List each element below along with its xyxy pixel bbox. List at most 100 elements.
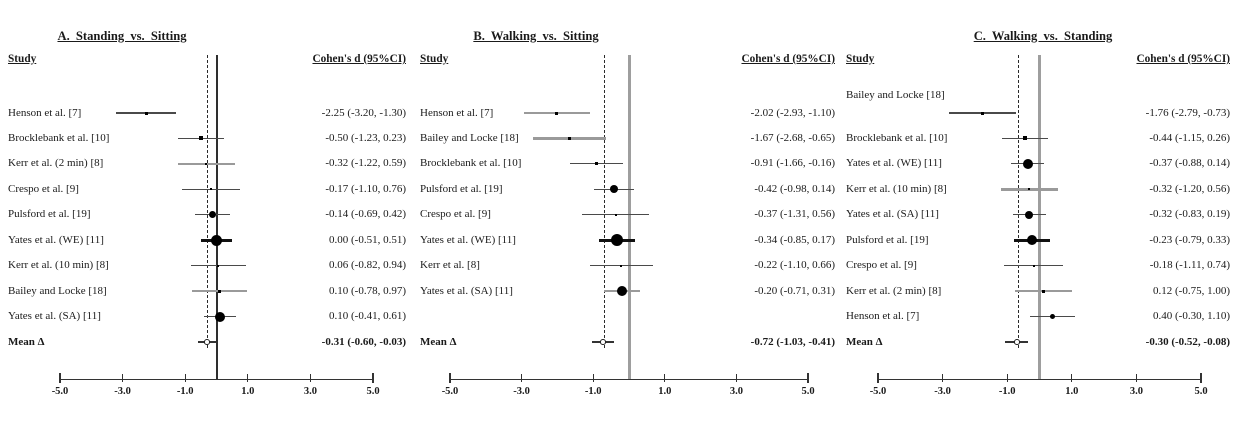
effect-value: -2.25 (-3.20, -1.30) [321,106,406,119]
effect-marker [620,264,623,267]
axis-tick-label: -1.0 [176,386,194,397]
effect-column-header: Cohen's d (95%CI) [312,53,406,65]
axis-tick-label: 5.0 [801,386,815,397]
effect-value: -0.42 (-0.98, 0.14) [754,182,835,195]
zero-line [627,55,631,379]
study-label: Pulsford et al. [19] [846,233,929,246]
effect-value: 0.40 (-0.30, 1.10) [1153,310,1230,323]
panel-title: C. Walking vs. Standing [973,29,1113,43]
study-label: Kerr et al. (10 min) [8] [8,259,109,272]
effect-value: -0.17 (-1.10, 0.76) [325,182,406,195]
effect-marker [214,311,225,322]
axis-tick-label: -5.0 [51,386,69,397]
effect-marker [198,136,203,141]
axis-tick [664,374,666,383]
study-label: Yates et al. (WE) [11] [420,233,516,246]
effect-value: -0.50 (-1.23, 0.23) [325,131,406,144]
study-label: Yates et al. (SA) [11] [8,310,101,323]
study-label: Bailey and Locke [18] [420,131,519,144]
study-label: Brocklebank et al. [10] [846,131,948,144]
panel-title: B. Walking vs. Sitting [473,29,599,43]
effect-value: -0.34 (-0.85, 0.17) [754,233,835,246]
effect-marker [1023,136,1028,141]
effect-value: -0.14 (-0.69, 0.42) [325,208,406,221]
effect-value: -0.37 (-1.31, 0.56) [754,208,835,221]
study-label: Yates et al. (WE) [11] [8,233,104,246]
study-label: Brocklebank et al. [10] [420,157,522,170]
effect-marker [614,213,617,216]
mean-marker [203,339,210,345]
mean-value: -0.31 (-0.60, -0.03) [321,335,406,348]
effect-value: -0.22 (-1.10, 0.66) [754,259,835,272]
axis-tick [1135,374,1138,383]
axis-tick [1006,374,1008,383]
mean-dashed-line [1017,55,1019,348]
study-label: Kerr et al. (2 min) [8] [846,284,942,297]
study-label: Pulsford et al. [19] [8,208,91,221]
effect-marker [144,111,148,115]
study-label: Brocklebank et al. [10] [8,131,110,144]
effect-value: -0.32 (-0.83, 0.19) [1149,208,1230,221]
effect-marker [1049,314,1055,320]
axis-tick [59,373,61,384]
zero-line [1038,55,1041,379]
effect-value: -1.67 (-2.68, -0.65) [750,131,835,144]
axis-tick-label: 3.0 [729,386,743,397]
effect-marker [1028,188,1031,191]
axis-tick-label: 1.0 [1065,386,1079,397]
axis-tick [184,374,186,383]
effect-marker [217,264,220,267]
effect-marker [616,286,627,297]
effect-value: -0.23 (-0.79, 0.33) [1149,233,1230,246]
panel-title: A. Standing vs. Sitting [57,29,187,43]
effect-marker [1027,235,1038,246]
effect-marker [594,162,598,166]
effect-marker [210,188,213,191]
study-label: Kerr et al. [8] [420,259,480,272]
effect-value: -0.32 (-1.22, 0.59) [325,157,406,170]
axis-tick-label: -3.0 [513,386,530,397]
mean-marker [1014,339,1020,345]
effect-column-header: Cohen's d (95%CI) [741,53,835,65]
axis-tick-label: -3.0 [934,386,951,397]
effect-marker [567,136,571,140]
effect-value: -0.91 (-1.66, -0.16) [750,157,835,170]
axis-tick-label: 1.0 [241,386,255,397]
axis-tick-label: -1.0 [584,386,602,397]
mean-marker [600,339,607,345]
effect-value: -0.20 (-0.71, 0.31) [754,284,835,297]
effect-marker [610,234,623,247]
x-axis [878,379,1201,381]
axis-tick-label: -3.0 [114,386,131,397]
x-axis [60,379,373,381]
axis-tick-label: -5.0 [441,386,459,397]
effect-marker [981,111,985,115]
axis-tick [520,374,523,383]
axis-tick [372,373,374,384]
effect-value: 0.12 (-0.75, 1.00) [1153,284,1230,297]
study-label: Henson et al. [7] [846,310,920,323]
effect-value: -0.32 (-1.20, 0.56) [1149,182,1230,195]
study-label: Crespo et al. [9] [8,182,79,195]
effect-marker [208,211,216,219]
effect-marker [555,111,559,115]
mean-value: -0.72 (-1.03, -0.41) [750,335,835,348]
axis-tick-label: 1.0 [658,386,672,397]
axis-tick-label: 5.0 [366,386,380,397]
study-label: Kerr et al. (2 min) [8] [8,157,104,170]
effect-value: 0.00 (-0.51, 0.51) [329,233,406,246]
axis-tick [592,374,594,383]
study-label: Crespo et al. [9] [846,259,917,272]
effect-marker [1025,210,1034,219]
effect-value: -0.37 (-0.88, 0.14) [1149,157,1230,170]
study-label: Yates et al. (WE) [11] [846,157,942,170]
study-label: Bailey and Locke [18] [846,88,945,101]
effect-value: -0.18 (-1.11, 0.74) [1149,259,1230,272]
study-label: Pulsford et al. [19] [420,182,503,195]
study-column-header: Study [8,53,37,65]
effect-value: -1.76 (-2.79, -0.73) [1145,106,1230,119]
axis-tick-label: 5.0 [1194,386,1208,397]
axis-tick [1071,374,1073,383]
axis-tick [449,373,451,384]
effect-column-header: Cohen's d (95%CI) [1136,53,1230,65]
